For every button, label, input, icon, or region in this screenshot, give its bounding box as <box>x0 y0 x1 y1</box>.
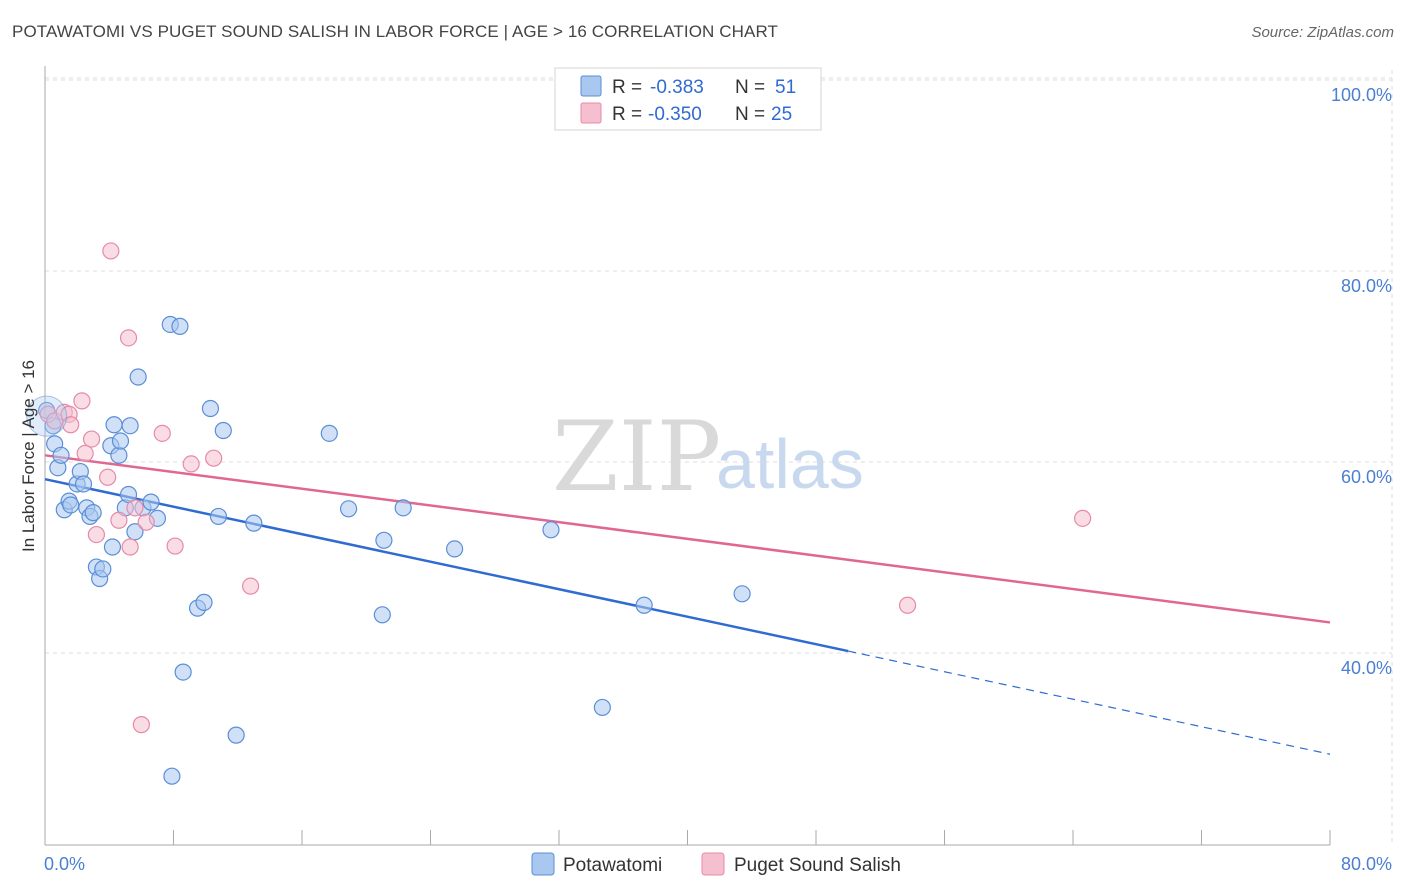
point-potawatomi <box>542 521 560 539</box>
point-puget-sound-salish <box>898 596 917 614</box>
legend-r-value: -0.350 <box>648 104 702 125</box>
point-puget-sound-salish <box>166 537 184 555</box>
point-potawatomi <box>214 421 232 440</box>
point-potawatomi <box>375 531 393 549</box>
point-puget-sound-salish <box>121 538 139 556</box>
x-tick-label: 80.0% <box>1341 854 1392 874</box>
point-potawatomi <box>111 432 130 450</box>
point-potawatomi <box>105 416 123 434</box>
point-puget-sound-salish <box>76 444 94 463</box>
legend-r-label: R = <box>612 104 642 125</box>
trend-layer <box>44 454 1331 755</box>
point-puget-sound-salish <box>73 392 91 410</box>
point-potawatomi <box>74 475 93 493</box>
point-puget-sound-salish <box>137 513 155 531</box>
y-tick-label: 80.0% <box>1341 276 1392 296</box>
point-potawatomi <box>733 585 751 603</box>
grid-layer <box>45 70 1393 845</box>
y-axis-title: In Labor Force | Age > 16 <box>19 360 38 552</box>
y-tick-label: 40.0% <box>1341 658 1392 678</box>
chart-source: Source: ZipAtlas.com <box>1251 24 1394 41</box>
points-layer <box>26 242 1092 785</box>
point-potawatomi <box>129 368 147 386</box>
point-potawatomi <box>320 424 338 442</box>
point-potawatomi <box>195 593 213 611</box>
point-potawatomi <box>103 538 122 556</box>
point-potawatomi <box>445 540 464 558</box>
point-potawatomi <box>373 606 391 624</box>
legend-n-label: N = <box>735 104 765 125</box>
bottom-legend-label-puget-sound-salish: Puget Sound Salish <box>734 855 901 876</box>
point-potawatomi <box>62 496 80 514</box>
point-puget-sound-salish <box>132 716 150 734</box>
point-puget-sound-salish <box>242 577 260 595</box>
point-puget-sound-salish <box>62 416 80 434</box>
point-potawatomi <box>171 317 189 335</box>
axis-layer: 40.0% 60.0% 80.0% 100.0% 0.0% 80.0% <box>44 66 1392 874</box>
point-puget-sound-salish <box>87 525 106 544</box>
point-puget-sound-salish <box>82 430 101 448</box>
point-potawatomi <box>201 399 220 418</box>
legend-n-value: 51 <box>775 77 796 98</box>
bottom-legend-label-potawatomi: Potawatomi <box>563 855 662 876</box>
trend-line-potawatomi <box>44 477 849 653</box>
point-puget-sound-salish <box>153 424 171 442</box>
point-puget-sound-salish <box>205 449 223 467</box>
point-potawatomi <box>26 395 68 437</box>
top-legend: R = -0.383 N = 51 R = -0.350 N = 25 <box>554 67 822 131</box>
legend-swatch-puget-sound-salish <box>580 102 602 124</box>
point-potawatomi <box>593 698 611 717</box>
trend-line-potawatomi-extension <box>847 650 1331 755</box>
point-puget-sound-salish <box>126 499 144 517</box>
point-puget-sound-salish <box>1074 509 1092 527</box>
point-potawatomi <box>110 446 128 464</box>
trend-line-puget-sound-salish <box>44 454 1331 624</box>
y-tick-label: 100.0% <box>1331 85 1392 105</box>
point-puget-sound-salish <box>102 242 120 260</box>
point-puget-sound-salish <box>119 329 138 347</box>
watermark-zip: ZIP <box>552 401 721 513</box>
point-potawatomi <box>163 767 181 785</box>
point-potawatomi <box>394 499 412 517</box>
point-puget-sound-salish <box>182 455 200 473</box>
legend-r-value: -0.383 <box>650 77 704 98</box>
point-potawatomi <box>94 560 112 578</box>
legend-swatch-potawatomi <box>580 75 602 97</box>
point-potawatomi <box>84 504 102 522</box>
point-potawatomi <box>635 596 653 614</box>
point-potawatomi <box>209 507 228 526</box>
bottom-legend-swatch-puget-sound-salish <box>701 852 725 876</box>
point-potawatomi <box>339 500 358 518</box>
chart-title: POTAWATOMI VS PUGET SOUND SALISH IN LABO… <box>12 22 778 41</box>
bottom-legend: Potawatomi Puget Sound Salish <box>531 852 901 876</box>
bottom-legend-swatch-potawatomi <box>531 852 555 876</box>
point-potawatomi <box>121 417 139 435</box>
watermark-atlas: atlas <box>716 425 864 503</box>
point-puget-sound-salish <box>110 511 128 529</box>
point-potawatomi <box>52 446 70 464</box>
point-potawatomi <box>142 493 160 511</box>
legend-n-value: 25 <box>771 104 792 125</box>
point-puget-sound-salish <box>99 468 117 486</box>
legend-r-label: R = <box>612 77 642 98</box>
x-tick-label: 0.0% <box>44 854 85 874</box>
point-potawatomi <box>227 726 245 744</box>
point-potawatomi <box>174 663 192 681</box>
y-tick-label: 60.0% <box>1341 467 1392 487</box>
legend-n-label: N = <box>735 77 765 98</box>
point-potawatomi <box>245 514 263 532</box>
point-potawatomi <box>126 523 144 541</box>
